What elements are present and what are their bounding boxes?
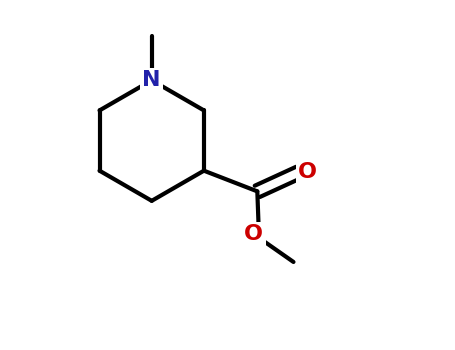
Text: N: N — [142, 70, 161, 90]
Text: O: O — [244, 224, 263, 244]
Text: O: O — [298, 162, 317, 182]
